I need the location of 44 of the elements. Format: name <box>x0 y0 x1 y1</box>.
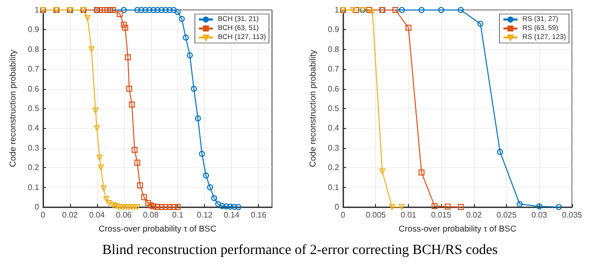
y-tick-label: 1 <box>34 6 40 14</box>
y-tick-label: 0.5 <box>328 104 340 113</box>
x-tick-label: 0.16 <box>250 210 267 220</box>
y-tick-label: 0.5 <box>28 104 40 113</box>
x-tick-label: 0.03 <box>532 210 548 220</box>
x-axis-title: Cross-over probability τ of BSC <box>398 223 516 234</box>
x-tick-label: 0.02 <box>466 210 482 220</box>
x-tick-label: 0.14 <box>224 210 240 220</box>
y-tick-label: 0.2 <box>328 163 340 172</box>
x-tick-label: 0.015 <box>431 210 452 220</box>
y-tick-label: 0.4 <box>28 124 40 133</box>
y-tick-label: 0 <box>34 202 40 212</box>
y-tick-label: 0.8 <box>28 44 40 54</box>
x-axis-title: Cross-over probability τ of BSC <box>98 223 216 234</box>
x-tick-label: 0 <box>40 210 46 220</box>
y-axis-title: Code reconstruction probability <box>8 49 18 168</box>
x-tick-label: 0.02 <box>62 210 78 220</box>
y-tick-label: 0.6 <box>328 84 340 94</box>
x-tick-label: 0.08 <box>142 210 160 220</box>
y-tick-label: 0.6 <box>28 84 40 94</box>
x-tick-label: 0.04 <box>89 210 106 220</box>
y-tick-label: 0.2 <box>28 163 40 172</box>
x-tick-label: 0.12 <box>196 210 213 220</box>
y-tick-label: 0.1 <box>328 182 340 192</box>
y-tick-label: 1 <box>334 6 340 14</box>
y-tick-label: 0 <box>334 202 340 212</box>
text: Blind reconstruction performance of 2-error correcting BCH/RS codes <box>101 243 499 259</box>
x-tick-label: 0.01 <box>400 210 417 220</box>
y-tick-label: 0.9 <box>328 25 340 34</box>
y-tick-label: 0.4 <box>328 124 340 133</box>
y-tick-label: 0.8 <box>328 44 340 54</box>
x-tick-label: 0.1 <box>172 210 184 220</box>
x-tick-label: 0.025 <box>496 210 518 220</box>
y-tick-label: 0.7 <box>28 64 40 74</box>
x-tick-label: 0.06 <box>116 210 132 220</box>
x-tick-label: 0.035 <box>562 210 583 220</box>
x-tick-label: 0 <box>340 210 346 220</box>
x-tick-label: 0.005 <box>366 210 386 220</box>
y-tick-label: 0.3 <box>328 143 340 152</box>
y-axis-title: Code reconstruction probability <box>308 49 318 168</box>
y-tick-label: 0.3 <box>28 143 40 152</box>
y-tick-label: 0.1 <box>28 182 40 192</box>
y-tick-label: 0.7 <box>328 64 340 74</box>
y-tick-label: 0.9 <box>28 25 40 34</box>
